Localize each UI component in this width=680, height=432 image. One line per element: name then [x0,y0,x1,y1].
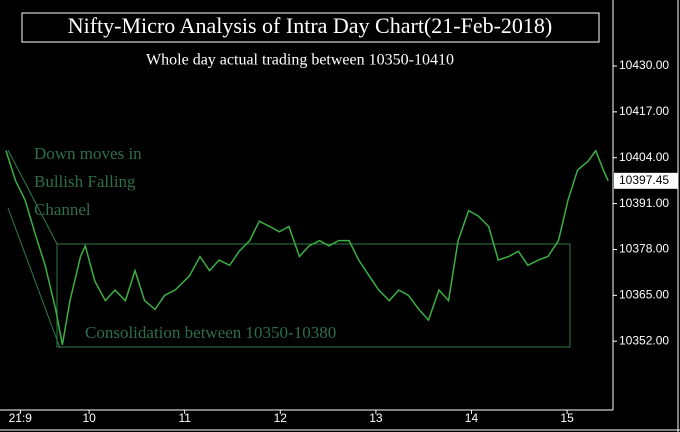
x-tick-label: 12 [274,411,288,425]
channel-line [7,149,58,245]
chart-subtitle: Whole day actual trading between 10350-1… [146,52,454,69]
title-box [21,12,600,43]
y-tick-label: 10352.00 [619,333,669,347]
y-tick-label: 10417.00 [619,104,669,118]
price-line [5,149,609,345]
annotation: Down moves in [34,144,142,163]
x-tick-label: 13 [369,411,383,425]
x-tick-label: 15 [560,411,574,425]
x-tick-label: 14 [465,411,479,425]
y-tick-label: 10365.00 [619,287,669,301]
last-price-box [614,172,678,189]
annotation: Channel [34,200,91,219]
y-tick-label: 10378.00 [619,242,669,256]
x-tick-label: 11 [178,411,191,425]
channel-line [7,207,61,349]
annotation: Consolidation between 10350-10380 [85,323,336,342]
x-tick-label: 10 [82,411,96,425]
annotation: Bullish Falling [34,172,136,191]
x-tick-label: 21:9 [9,411,33,425]
y-tick-label: 10404.00 [619,150,669,164]
y-tick-label: 10430.00 [619,58,669,72]
chart-title: Nifty-Micro Analysis of Intra Day Chart(… [68,13,553,38]
y-tick-label: 10391.00 [619,196,669,210]
last-price-label: 10397.45 [619,173,669,187]
